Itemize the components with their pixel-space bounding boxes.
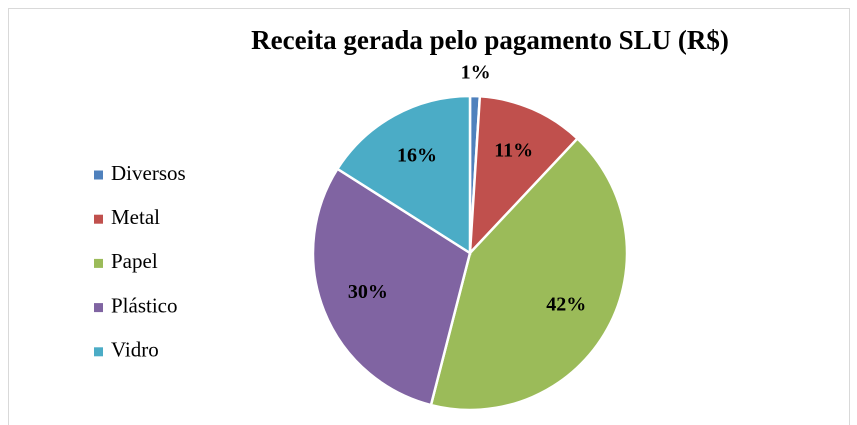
chart-title: Receita gerada pelo pagamento SLU (R$) [251,25,729,55]
legend-marker [94,214,103,224]
pie-slice [311,167,472,407]
legend-label: Vidro [111,338,159,362]
legend-marker [94,347,103,357]
legend-label: Papel [111,249,158,273]
data-label: 1% [461,62,491,84]
data-label: 11% [494,140,533,162]
data-label: 30% [348,281,388,303]
legend-label: Metal [111,205,160,229]
data-label: 16% [397,144,437,166]
pie-slice [429,136,629,412]
legend-marker [94,303,103,313]
pie-slice [468,94,580,257]
legend-marker [94,258,103,268]
chart-frame [8,8,850,425]
legend-label: Diversos [111,161,186,185]
legend-marker [94,170,103,180]
data-label: 42% [546,294,586,316]
pie-slice [335,94,472,256]
legend-label: Plástico [111,293,178,317]
